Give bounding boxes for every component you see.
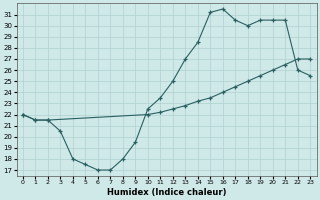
X-axis label: Humidex (Indice chaleur): Humidex (Indice chaleur) — [107, 188, 226, 197]
